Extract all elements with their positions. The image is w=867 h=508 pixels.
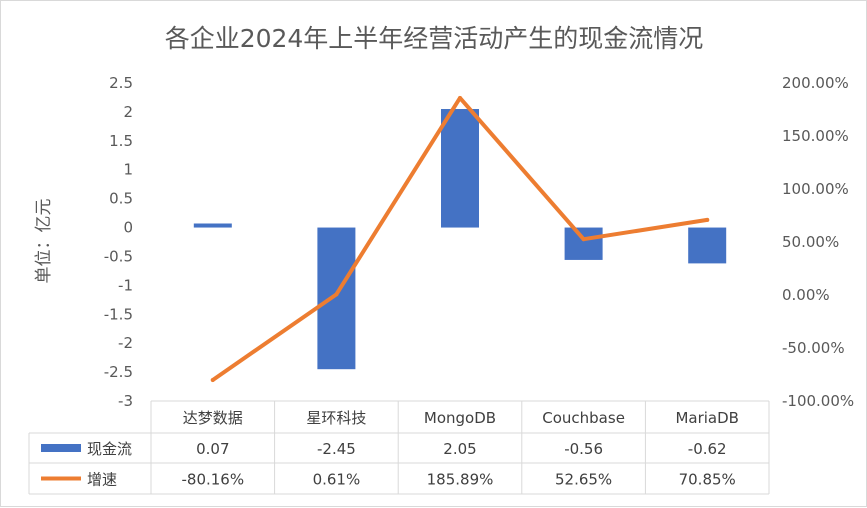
- table-cell-value: -2.45: [317, 440, 356, 458]
- y2-tick-label: 100.00%: [782, 180, 849, 198]
- bar-Couchbase: [564, 227, 603, 260]
- category-label: 星环科技: [306, 409, 366, 427]
- y2-tick-label: 200.00%: [782, 74, 849, 92]
- bar-series: [193, 109, 727, 370]
- category-label: MongoDB: [424, 409, 496, 427]
- bar-达梦数据: [193, 223, 232, 228]
- y2-tick-label: -100.00%: [782, 392, 854, 410]
- y-tick-label: 0: [123, 219, 133, 237]
- y-axis-ticks: 2.5 2 1.5 1 0.5 0 -0.5 -1 -1.5 -2 -2.5 -3: [104, 74, 133, 410]
- y-tick-label: 2.5: [109, 74, 133, 92]
- table-cell-value: 185.89%: [427, 471, 494, 489]
- table-cell-value: -0.62: [688, 440, 727, 458]
- y-axis-label: 单位：亿元: [34, 199, 54, 284]
- bar-MongoDB: [441, 109, 479, 228]
- legend-key-bar: [41, 444, 81, 452]
- table-cell-value: -80.16%: [181, 471, 244, 489]
- y-tick-label: -2.5: [104, 363, 133, 381]
- y2-tick-label: 150.00%: [782, 127, 849, 145]
- table-cell-value: 52.65%: [555, 471, 612, 489]
- y-tick-label: -3: [118, 392, 133, 410]
- legend-series-name: 现金流: [87, 440, 132, 458]
- y-tick-label: -1.5: [104, 305, 133, 323]
- table-cell-value: 2.05: [443, 440, 476, 458]
- y-tick-label: -1: [118, 276, 133, 294]
- y2-tick-label: 0.00%: [782, 286, 830, 304]
- table-cell-value: 70.85%: [679, 471, 736, 489]
- category-label: 达梦数据: [183, 409, 243, 427]
- table-cell-value: 0.61%: [313, 471, 361, 489]
- line-point-MariaDB: [705, 217, 710, 222]
- y-tick-label: -0.5: [104, 247, 133, 265]
- legend-series-name: 增速: [87, 471, 117, 489]
- line-point-Couchbase: [581, 237, 586, 242]
- y2-axis-ticks: 200.00% 150.00% 100.00% 50.00% 0.00% -50.00% -…: [782, 74, 854, 410]
- category-label: Couchbase: [542, 409, 625, 427]
- y2-tick-label: -50.00%: [782, 339, 845, 357]
- y2-tick-label: 50.00%: [782, 233, 839, 251]
- category-label: MariaDB: [675, 409, 739, 427]
- table-cell-value: -0.56: [564, 440, 603, 458]
- chart-title: 各企业2024年上半年经营活动产生的现金流情况: [165, 24, 704, 53]
- line-point-星环科技: [334, 292, 339, 297]
- y-tick-label: -2: [118, 334, 133, 352]
- y-tick-label: 2: [123, 103, 133, 121]
- y-tick-label: 1.5: [109, 132, 133, 150]
- y-tick-label: 1: [123, 161, 133, 179]
- table-cell-value: 0.07: [196, 440, 229, 458]
- bar-MariaDB: [688, 227, 727, 264]
- data-table: 达梦数据 星环科技 MongoDB Couchbase MariaDB 现金流 0.07 -2…: [28, 400, 770, 495]
- line-point-达梦数据: [210, 377, 215, 382]
- line-point-MongoDB: [458, 95, 462, 100]
- y-tick-label: 0.5: [109, 190, 133, 208]
- bar-星环科技: [317, 227, 356, 370]
- line-series: [210, 95, 710, 382]
